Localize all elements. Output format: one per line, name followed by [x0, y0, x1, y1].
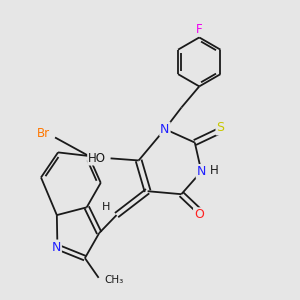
Text: N: N — [197, 165, 206, 178]
Text: N: N — [160, 123, 170, 136]
Text: Br: Br — [37, 128, 50, 140]
Text: N: N — [52, 241, 61, 254]
Text: F: F — [196, 22, 203, 36]
Text: O: O — [194, 208, 204, 221]
Text: HO: HO — [88, 152, 106, 165]
Text: S: S — [217, 122, 224, 134]
Text: H: H — [102, 202, 110, 212]
Text: H: H — [209, 164, 218, 177]
Text: CH₃: CH₃ — [104, 275, 123, 285]
